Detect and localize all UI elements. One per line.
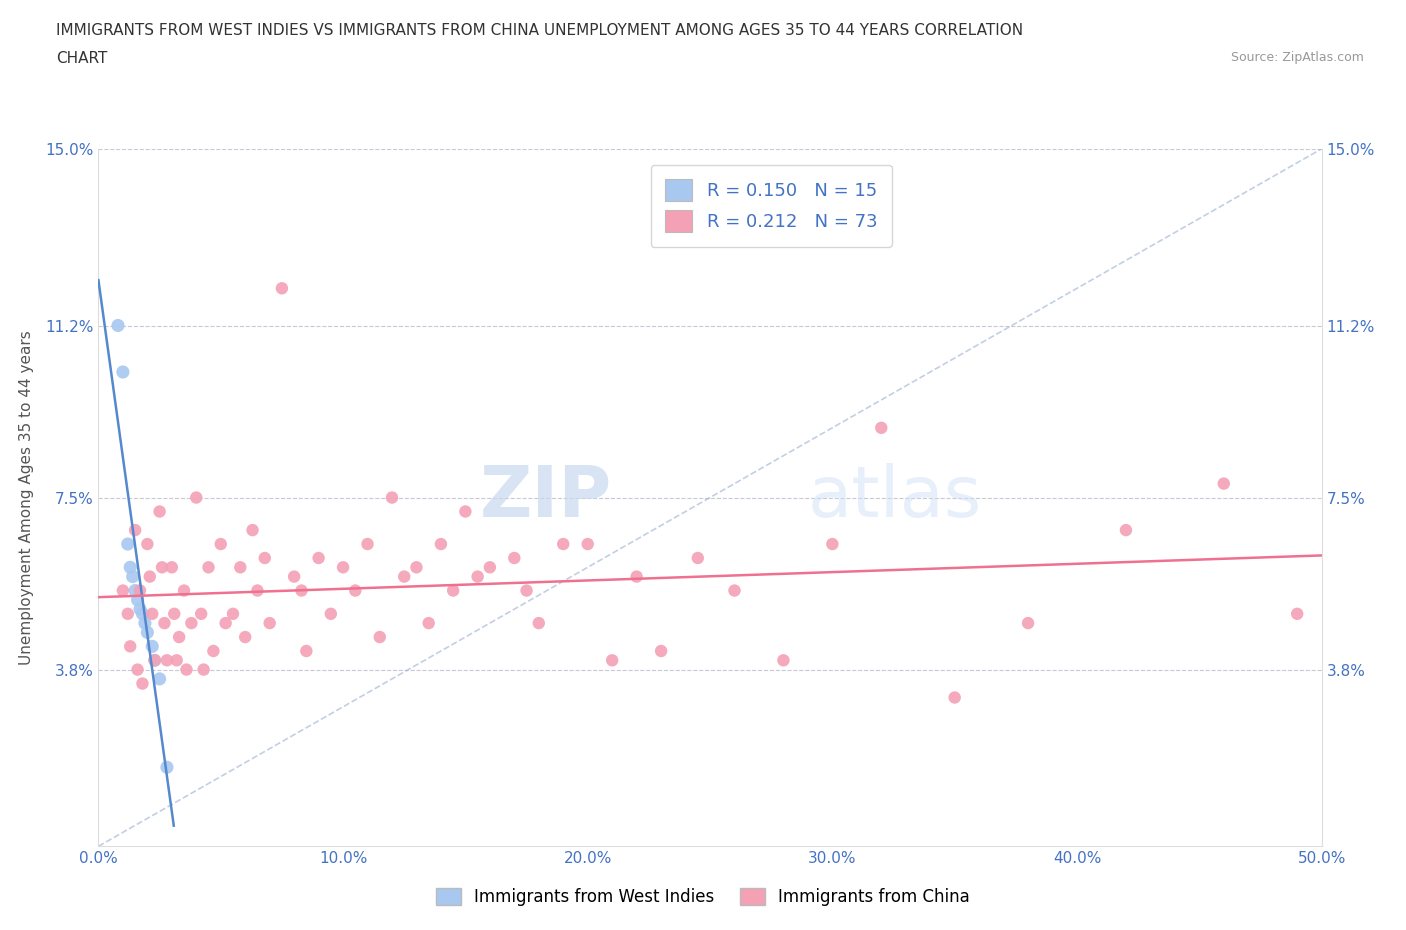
Point <box>124 523 146 538</box>
Point <box>418 616 440 631</box>
Point <box>209 537 232 551</box>
Point <box>503 551 526 565</box>
Text: Source: ZipAtlas.com: Source: ZipAtlas.com <box>1230 51 1364 64</box>
Point <box>242 523 264 538</box>
Point <box>136 537 159 551</box>
Point <box>392 569 416 584</box>
Point <box>141 606 163 621</box>
Point <box>229 560 252 575</box>
Point <box>319 606 342 621</box>
Point <box>111 583 134 598</box>
Point <box>1212 476 1234 491</box>
Point <box>527 616 550 631</box>
Point <box>253 551 276 565</box>
Point <box>441 583 464 598</box>
Point <box>870 420 893 435</box>
Legend: R = 0.150   N = 15, R = 0.212   N = 73: R = 0.150 N = 15, R = 0.212 N = 73 <box>651 165 891 246</box>
Point <box>156 760 179 775</box>
Point <box>190 606 212 621</box>
Point <box>295 644 318 658</box>
Point <box>143 653 166 668</box>
Text: CHART: CHART <box>56 51 108 66</box>
Point <box>454 504 477 519</box>
Point <box>129 602 152 617</box>
Point <box>117 606 139 621</box>
Point <box>356 537 378 551</box>
Point <box>686 551 709 565</box>
Point <box>405 560 427 575</box>
Point <box>478 560 501 575</box>
Point <box>149 671 172 686</box>
Point <box>173 583 195 598</box>
Point <box>127 662 149 677</box>
Point <box>553 537 575 551</box>
Point <box>214 616 236 631</box>
Point <box>650 644 672 658</box>
Point <box>723 583 745 598</box>
Point <box>111 365 134 379</box>
Point <box>156 653 179 668</box>
Point <box>124 583 146 598</box>
Point <box>600 653 623 668</box>
Point <box>131 606 153 621</box>
Point <box>270 281 294 296</box>
Point <box>290 583 312 598</box>
Point <box>121 569 143 584</box>
Legend: Immigrants from West Indies, Immigrants from China: Immigrants from West Indies, Immigrants … <box>429 881 977 912</box>
Y-axis label: Unemployment Among Ages 35 to 44 years: Unemployment Among Ages 35 to 44 years <box>20 330 34 665</box>
Point <box>576 537 599 551</box>
Point <box>127 592 149 607</box>
Point <box>821 537 844 551</box>
Point <box>166 653 188 668</box>
Point <box>202 644 225 658</box>
Point <box>163 606 186 621</box>
Point <box>283 569 305 584</box>
Text: ZIP: ZIP <box>479 463 612 532</box>
Point <box>1017 616 1039 631</box>
Point <box>626 569 648 584</box>
Point <box>1115 523 1137 538</box>
Point <box>139 569 162 584</box>
Point <box>107 318 129 333</box>
Point <box>430 537 453 551</box>
Point <box>381 490 404 505</box>
Text: atlas: atlas <box>808 463 983 532</box>
Point <box>1286 606 1309 621</box>
Point <box>117 537 139 551</box>
Point <box>120 639 142 654</box>
Point <box>368 630 391 644</box>
Point <box>176 662 198 677</box>
Point <box>129 583 152 598</box>
Point <box>153 616 176 631</box>
Point <box>193 662 215 677</box>
Point <box>150 560 173 575</box>
Point <box>943 690 966 705</box>
Point <box>344 583 367 598</box>
Point <box>167 630 190 644</box>
Point <box>134 616 156 631</box>
Point <box>772 653 794 668</box>
Point <box>332 560 354 575</box>
Point <box>467 569 489 584</box>
Point <box>120 560 142 575</box>
Point <box>186 490 208 505</box>
Point <box>222 606 245 621</box>
Text: IMMIGRANTS FROM WEST INDIES VS IMMIGRANTS FROM CHINA UNEMPLOYMENT AMONG AGES 35 : IMMIGRANTS FROM WEST INDIES VS IMMIGRANT… <box>56 23 1024 38</box>
Point <box>515 583 537 598</box>
Point <box>131 676 153 691</box>
Point <box>180 616 202 631</box>
Point <box>233 630 256 644</box>
Point <box>160 560 183 575</box>
Point <box>136 625 159 640</box>
Point <box>308 551 330 565</box>
Point <box>259 616 281 631</box>
Point <box>143 653 166 668</box>
Point <box>197 560 219 575</box>
Point <box>141 639 163 654</box>
Point <box>149 504 172 519</box>
Point <box>246 583 269 598</box>
